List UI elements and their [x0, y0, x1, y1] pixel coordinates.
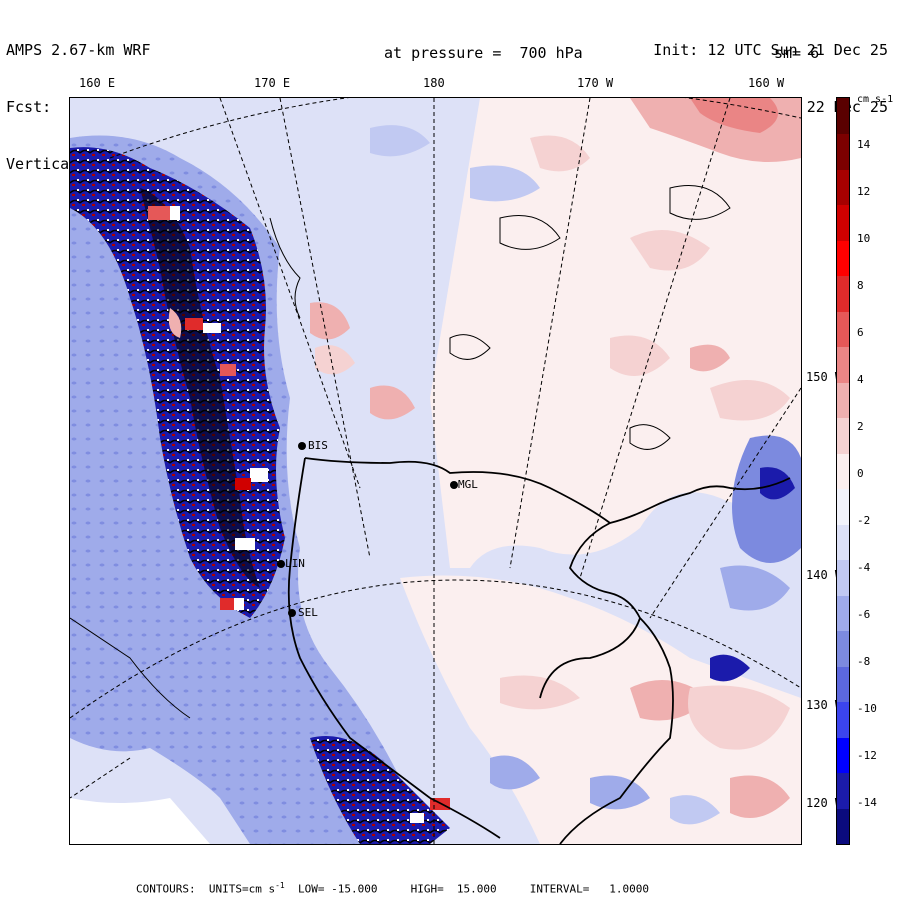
colorbar-segment [837, 169, 849, 206]
lon-label-160w: 160 W [748, 76, 785, 90]
colorbar-segment [837, 240, 849, 277]
station-label-mgl: MGL [458, 478, 478, 491]
colorbar-tick-label: 2 [857, 420, 864, 433]
pressure-level: at pressure = 700 hPa [384, 44, 583, 62]
pink-region-south [400, 575, 801, 844]
colorbar-segment [837, 701, 849, 738]
footer-high: HIGH= 15.000 [410, 882, 497, 896]
colorbar-tick-label: -4 [857, 561, 871, 574]
colorbar-tick-label: 12 [857, 185, 871, 198]
footer-superscript: -1 [275, 881, 285, 890]
colorbar-segment [837, 417, 849, 454]
station-dot-sel [288, 609, 296, 617]
station-dot-lin [277, 560, 285, 568]
model-title: AMPS 2.67-km WRF [6, 41, 151, 59]
colorbar-segment [837, 772, 849, 809]
colorbar-segment [837, 488, 849, 525]
lon-label-160e: 160 E [79, 76, 116, 90]
colorbar-segment [837, 453, 849, 490]
colorbar-segment [837, 666, 849, 703]
lat-label-130w: 130 W [806, 698, 843, 712]
graticule [70, 98, 801, 844]
colorbar-tick-label: 6 [857, 326, 864, 339]
colorbar-tick-label: 8 [857, 279, 864, 292]
colorbar-segment [837, 133, 849, 170]
colorbar-tick-label: 10 [857, 232, 871, 245]
colorbar-segment [837, 524, 849, 561]
station-label-sel: SEL [298, 606, 318, 619]
station-label-lin: LIN [285, 557, 305, 570]
colorbar-tick-label: -2 [857, 514, 871, 527]
lon-label-170e: 170 E [254, 76, 291, 90]
station-dot-bis [298, 442, 306, 450]
colorbar-tick-label: -8 [857, 655, 871, 668]
colorbar-units: cm s-1 [857, 94, 894, 105]
red-patch-ne-2 [690, 98, 778, 133]
lat-label-120w: 120 W [806, 796, 843, 810]
colorbar-segment [837, 311, 849, 348]
colorbar-tick-label: 4 [857, 373, 864, 386]
footer-contours: CONTOURS: UNITS=cm s [136, 882, 276, 896]
map-panel[interactable] [69, 97, 802, 845]
footer-low: LOW= -15.000 [297, 882, 378, 896]
colorbar-tick-label: 0 [857, 467, 864, 480]
lat-label-140w: 140 W [806, 568, 843, 582]
lon-label-170w: 170 W [577, 76, 614, 90]
colorbar-segment [837, 559, 849, 596]
footer-interval: INTERVAL= 1.0000 [529, 882, 650, 896]
colorbar-tick-label: 14 [857, 138, 871, 151]
colorbar-segment [837, 98, 849, 135]
station-markers [277, 442, 458, 617]
colorbar-segment [837, 275, 849, 312]
colorbar-segment [837, 595, 849, 632]
colorbar-tick-label: -14 [857, 796, 877, 809]
station-label-bis: BIS [308, 439, 328, 452]
vertical-velocity-map [70, 98, 801, 844]
footer-contour-info: CONTOURS: UNITS=cm s-1 LOW= -15.000 HIGH… [136, 881, 649, 896]
smoothing-label: sm= 6 [774, 44, 820, 62]
colorbar-segment [837, 204, 849, 241]
colorbar-tick-label: -12 [857, 749, 877, 762]
lon-label-180: 180 [423, 76, 445, 90]
colorbar-segment [837, 737, 849, 774]
colorbar-segment [837, 808, 849, 845]
colorbar-segment [837, 346, 849, 383]
colorbar-segment [837, 382, 849, 419]
colorbar-segment [837, 630, 849, 667]
station-dot-mgl [450, 481, 458, 489]
colorbar-tick-label: -6 [857, 608, 871, 621]
init-time: Init: 12 UTC Sun 21 Dec 25 [653, 41, 888, 59]
lat-label-150w: 150 W [806, 370, 843, 384]
colorbar [836, 97, 850, 845]
colorbar-tick-label: -10 [857, 702, 877, 715]
coastline [287, 457, 791, 844]
